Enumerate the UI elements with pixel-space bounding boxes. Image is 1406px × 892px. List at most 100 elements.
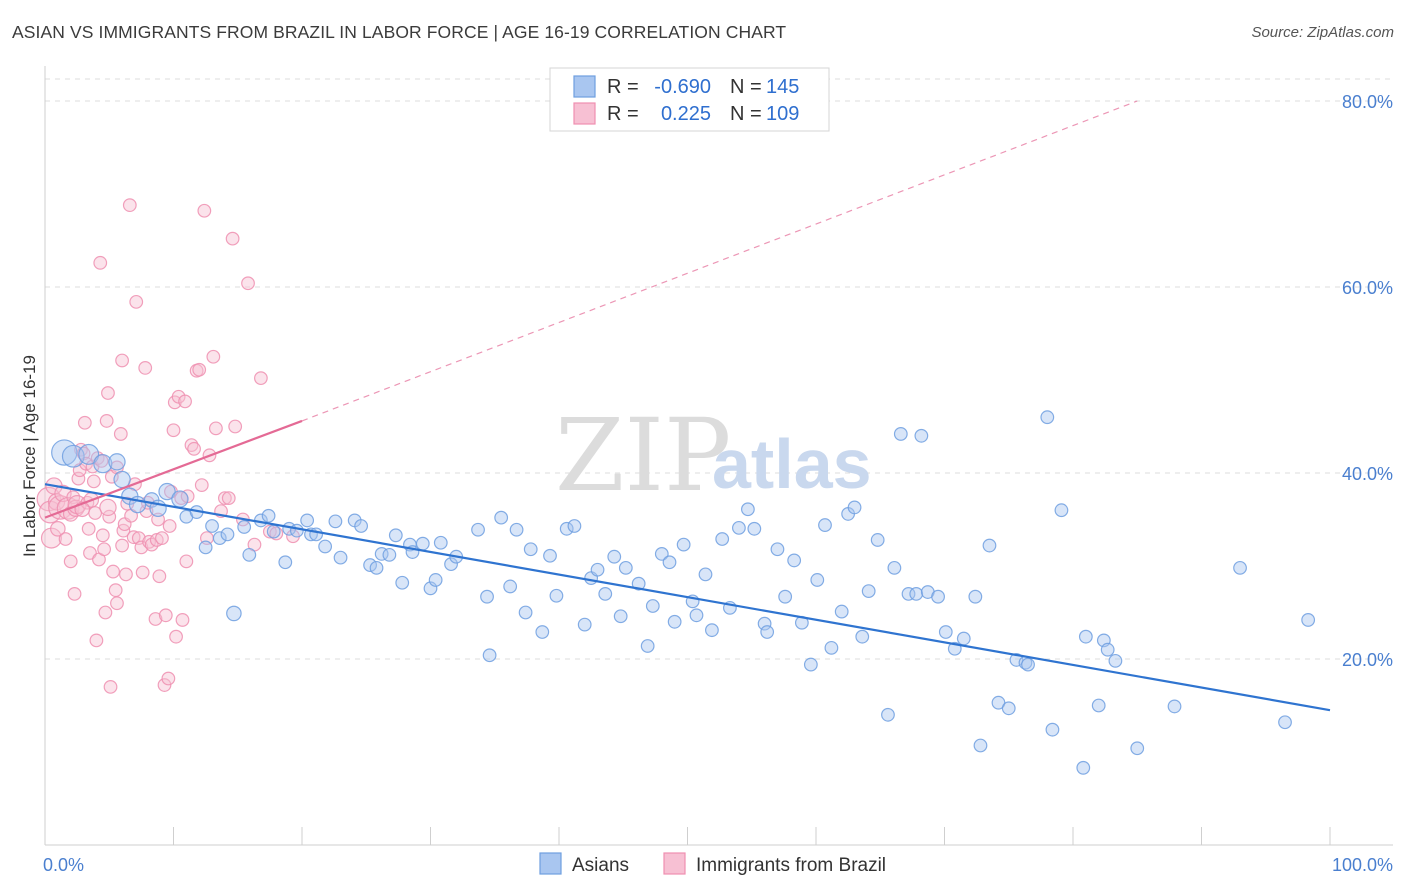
- brazil-point: [108, 583, 123, 598]
- asians-point: [810, 573, 825, 587]
- legend-swatch-brazil: [573, 102, 596, 125]
- asians-point: [428, 573, 443, 587]
- brazil-point: [101, 386, 115, 400]
- asians-point: [278, 555, 293, 570]
- asians-point: [757, 616, 772, 631]
- bottom-legend-swatch-brazil[interactable]: [663, 852, 686, 875]
- bottom-legend-swatch-asians[interactable]: [539, 852, 562, 875]
- series-brazil-points: [36, 198, 300, 694]
- asians-point: [698, 567, 713, 582]
- brazil-point: [98, 605, 113, 620]
- asians-point: [577, 617, 592, 632]
- asians-point: [676, 537, 691, 552]
- asians-point: [198, 540, 213, 555]
- bottom-legend-label-asians[interactable]: Asians: [572, 855, 629, 876]
- asians-point: [824, 640, 839, 655]
- asians-point: [607, 549, 622, 564]
- asians-point: [861, 584, 876, 599]
- legend-r-value-asians: -0.690: [654, 76, 711, 98]
- legend-n-label-asians: N =: [730, 76, 762, 98]
- legend-n-label-brazil: N =: [730, 103, 762, 125]
- asians-point: [494, 510, 509, 525]
- brazil-point: [58, 532, 73, 546]
- asians-point: [1108, 653, 1123, 668]
- brazil-point: [81, 521, 96, 536]
- brazil-point: [217, 491, 232, 506]
- brazil-point: [86, 474, 101, 489]
- brazil-point: [103, 680, 118, 694]
- brazil-point: [221, 491, 236, 506]
- asians-point: [956, 631, 971, 646]
- asians-point: [1045, 722, 1060, 737]
- brazil-point: [225, 231, 240, 246]
- brazil-point: [77, 415, 92, 430]
- watermark: ZIP atlas: [555, 397, 872, 514]
- brazil-point: [126, 530, 141, 545]
- bottom-legend-label-brazil[interactable]: Immigrants from Brazil: [696, 855, 886, 876]
- stats-legend[interactable]: R = -0.690 N = 145 R = 0.225 N = 109: [549, 67, 830, 132]
- asians-point: [982, 538, 997, 553]
- asians-point: [803, 657, 818, 672]
- asians-point: [938, 625, 953, 639]
- brazil-point: [67, 587, 82, 601]
- asians-point: [1021, 657, 1035, 672]
- brazil-point: [192, 362, 207, 377]
- asians-point: [388, 528, 403, 543]
- brazil-point: [99, 414, 114, 428]
- trend-line-brazil-extension: [301, 100, 1138, 422]
- asians-point: [444, 557, 458, 572]
- asians-point: [847, 500, 862, 515]
- brazil-point: [178, 394, 192, 409]
- brazil-point: [97, 542, 112, 557]
- asians-point: [834, 604, 849, 619]
- asians-point: [689, 608, 704, 623]
- brazil-point: [162, 519, 177, 533]
- brazil-point: [187, 441, 201, 456]
- asians-point: [818, 518, 832, 532]
- watermark-zip: ZIP: [555, 397, 731, 514]
- brazil-point: [106, 564, 121, 579]
- trend-line-brazil: [44, 419, 303, 519]
- trend-lines: [44, 100, 1331, 712]
- asians-point: [1100, 642, 1115, 657]
- watermark-atlas: atlas: [712, 425, 872, 503]
- brazil-point: [206, 349, 221, 364]
- brazil-point: [166, 423, 181, 438]
- asians-point: [567, 519, 582, 533]
- brazil-point: [50, 520, 66, 537]
- brazil-point: [241, 276, 255, 291]
- chart-title: ASIAN VS IMMIGRANTS FROM BRAZIL IN LABOR…: [12, 22, 787, 42]
- asians-point: [237, 520, 252, 534]
- asians-point: [640, 639, 655, 653]
- asians-point: [732, 520, 746, 535]
- x-tick-label: 0.0%: [43, 855, 84, 875]
- asians-point: [881, 707, 895, 722]
- y-tick-label: 20.0%: [1342, 650, 1393, 670]
- asians-point: [901, 587, 916, 601]
- brazil-point: [129, 294, 144, 309]
- grid-lines: [45, 78, 1393, 660]
- asians-point: [382, 547, 397, 562]
- brazil-point: [148, 612, 163, 626]
- asians-point: [778, 589, 793, 604]
- asians-point: [482, 648, 497, 663]
- brazil-point: [169, 629, 183, 644]
- series-legend[interactable]: Asians Immigrants from Brazil: [539, 852, 886, 876]
- asians-point: [549, 588, 564, 603]
- axes: [44, 66, 1393, 846]
- asians-point: [715, 532, 730, 546]
- asians-point: [226, 605, 242, 622]
- asians-point: [1301, 613, 1316, 627]
- asians-point: [395, 575, 410, 590]
- asians-point: [212, 531, 227, 545]
- x-tick-label: 100.0%: [1332, 855, 1393, 875]
- asians-point: [893, 427, 908, 441]
- y-axis-label: In Labor Force | Age 16-19: [20, 355, 39, 557]
- y-tick-label: 40.0%: [1342, 464, 1393, 484]
- legend-swatch-asians: [573, 75, 596, 98]
- brazil-point: [209, 421, 223, 436]
- brazil-point: [63, 554, 78, 569]
- asians-point: [667, 614, 682, 629]
- asians-point: [1076, 760, 1091, 775]
